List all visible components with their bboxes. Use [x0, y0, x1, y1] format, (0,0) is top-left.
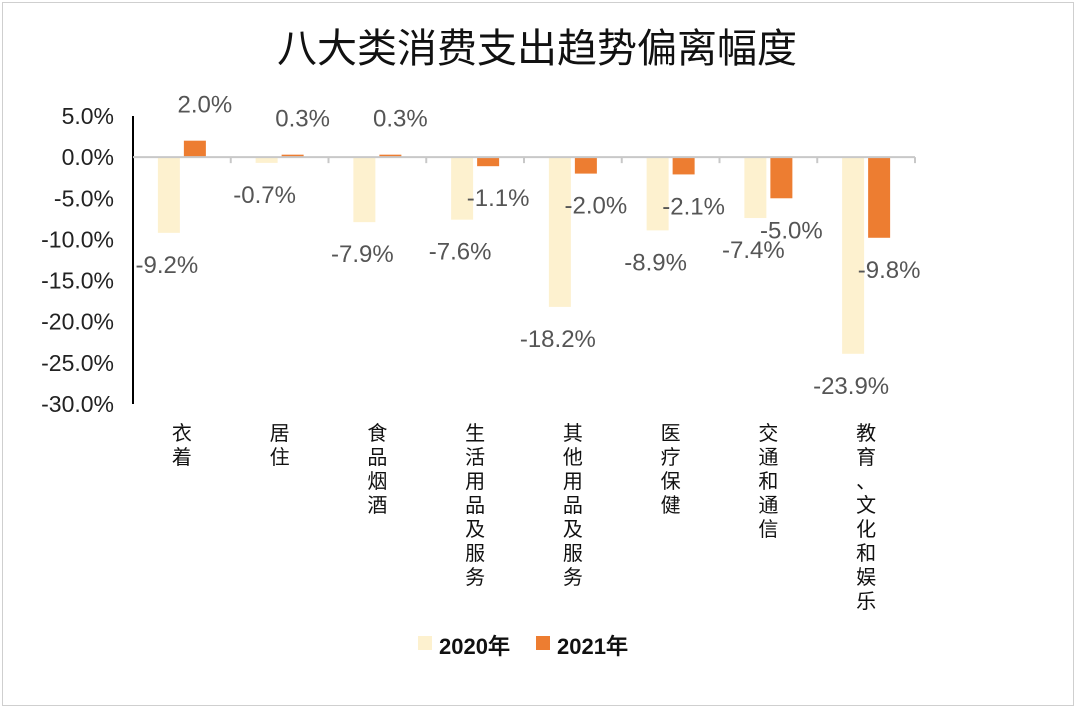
y-tick-label: 5.0%: [62, 103, 114, 129]
y-tick-label: 0.0%: [62, 144, 114, 170]
data-label-2020: -7.6%: [429, 239, 492, 266]
bar-2021: [281, 154, 304, 158]
data-label-2021: -2.0%: [565, 193, 628, 220]
y-axis-ticks: 5.0% 0.0% -5.0% -10.0% -15.0% -20.0% -25.0% -30…: [41, 103, 114, 417]
data-label-2021: 0.3%: [275, 106, 330, 133]
bar-2020: [548, 157, 571, 307]
category-label: 教育、文化和娱乐: [856, 421, 876, 613]
data-label-2021: -2.1%: [662, 193, 725, 220]
data-labels: -9.2% 2.0% -0.7% 0.3% -7.9% 0.3% -7.6% -1.1% -18…: [136, 92, 921, 400]
bar-2020: [157, 157, 180, 233]
y-tick-label: -15.0%: [41, 268, 114, 294]
category-label: 衣着: [172, 421, 192, 469]
legend-label-2021: 2021年: [557, 634, 628, 659]
legend: 2020年 2021年: [418, 634, 628, 659]
data-label-2020: -7.4%: [722, 237, 785, 264]
bar-2021: [770, 157, 793, 199]
y-tick-label: -5.0%: [54, 185, 114, 211]
data-label-2020: -0.7%: [233, 182, 296, 209]
y-tick-label: -10.0%: [41, 226, 114, 252]
bar-2020: [451, 157, 474, 220]
data-label-2021: -1.1%: [467, 185, 530, 212]
data-label-2021: -5.0%: [760, 217, 823, 244]
category-label: 食品烟酒: [367, 421, 387, 517]
bar-2020: [646, 157, 669, 231]
bar-2021: [574, 157, 597, 174]
data-label-2020: -18.2%: [520, 326, 596, 353]
y-tick-label: -25.0%: [41, 350, 114, 376]
category-label: 医疗保健: [661, 421, 681, 517]
bar-2021: [379, 154, 402, 158]
bar-2020: [744, 157, 767, 219]
chart-title: 八大类消费支出趋势偏离幅度: [277, 26, 797, 72]
legend-swatch-2020: [418, 636, 432, 650]
legend-swatch-2021: [536, 636, 550, 650]
category-labels: 衣着 居住 食品烟酒 生活用品及服务 其他用品及服务 医疗保健 交通和通信 教育、文化和娱乐: [172, 421, 876, 613]
bar-2021: [868, 157, 891, 238]
bar-2020: [255, 157, 278, 163]
category-label: 其他用品及服务: [563, 421, 583, 589]
category-label: 生活用品及服务: [465, 421, 485, 589]
data-label-2020: -23.9%: [813, 373, 889, 400]
data-label-2021: 0.3%: [373, 106, 428, 133]
data-label-2020: -7.9%: [331, 241, 394, 268]
data-label-2020: -8.9%: [624, 249, 687, 276]
bars: [157, 140, 891, 354]
y-tick-label: -30.0%: [41, 391, 114, 417]
bar-2020: [842, 157, 865, 354]
data-label-2020: -9.2%: [136, 252, 199, 279]
bar-2021: [477, 157, 500, 167]
axes: [132, 116, 916, 404]
bar-2020: [353, 157, 376, 223]
category-label: 居住: [270, 421, 290, 469]
bar-2021: [183, 140, 206, 158]
category-label: 交通和通信: [758, 421, 778, 541]
bar-2021: [672, 157, 695, 175]
data-label-2021: -9.8%: [858, 257, 921, 284]
y-tick-label: -20.0%: [41, 309, 114, 335]
legend-label-2020: 2020年: [439, 634, 510, 659]
data-label-2021: 2.0%: [178, 92, 233, 119]
